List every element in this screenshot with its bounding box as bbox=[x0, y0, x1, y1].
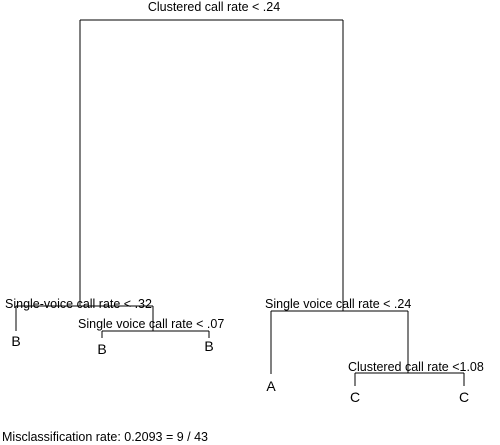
split-labels: Clustered call rate < .24 Single-voice c… bbox=[5, 0, 484, 374]
root-split-label: Clustered call rate < .24 bbox=[148, 0, 280, 14]
leaf-left-right-right: B bbox=[204, 338, 213, 354]
leaf-left-left: B bbox=[11, 333, 20, 349]
right-right-split-label: Clustered call rate <1.08 bbox=[348, 360, 484, 374]
leaf-left-right-left: B bbox=[97, 341, 106, 357]
tree-edges bbox=[15, 19, 465, 386]
left-split-label: Single-voice call rate < .32 bbox=[5, 297, 152, 311]
leaf-labels: B B B A C C bbox=[11, 333, 469, 405]
left-right-split-label: Single voice call rate < .07 bbox=[78, 317, 224, 331]
leaf-right-right-left: C bbox=[350, 389, 360, 405]
misclassification-rate: Misclassification rate: 0.2093 = 9 / 43 bbox=[2, 430, 209, 444]
right-split-label: Single voice call rate < .24 bbox=[265, 297, 411, 311]
leaf-right-left: A bbox=[266, 378, 276, 394]
leaf-right-right-right: C bbox=[459, 389, 469, 405]
